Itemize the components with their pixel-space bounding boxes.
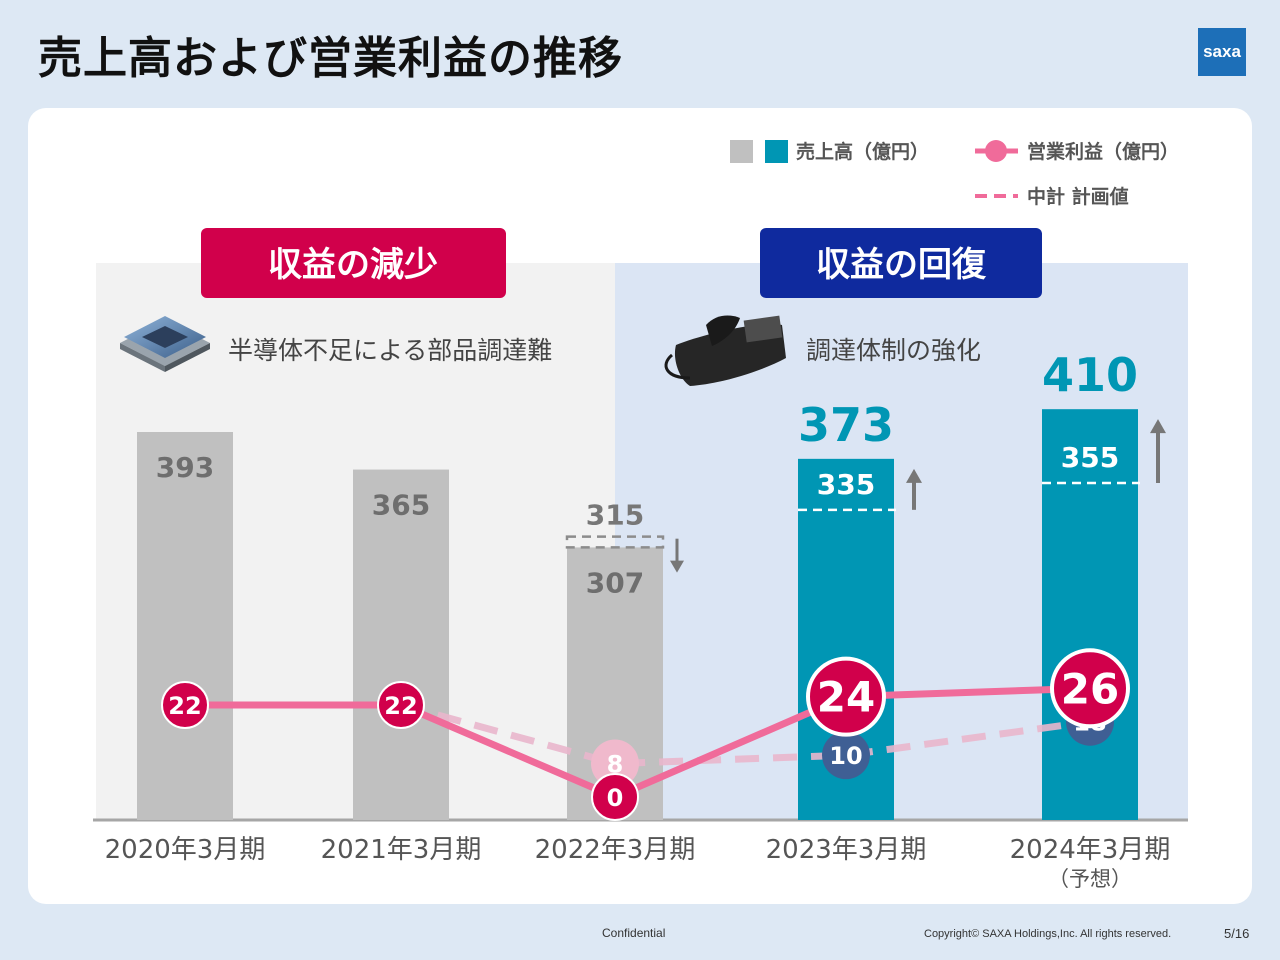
profit-marker bbox=[806, 656, 886, 737]
sales-value-label: 365 bbox=[372, 489, 430, 522]
profit-marker bbox=[1050, 648, 1130, 729]
plan-label: 315 bbox=[586, 499, 644, 532]
sales-value-label: 373 bbox=[798, 398, 894, 452]
profit-label: 22 bbox=[384, 692, 417, 720]
profit-plan-label: 10 bbox=[829, 742, 862, 770]
down-arrow-head bbox=[670, 560, 684, 573]
category-label: 2024年3月期 bbox=[1010, 835, 1171, 865]
decline-badge bbox=[201, 228, 506, 298]
recovery-label: 収益の回復 bbox=[816, 245, 987, 285]
chip-icon bbox=[120, 316, 210, 372]
sales-bar bbox=[1042, 409, 1138, 820]
sales-bar bbox=[137, 432, 233, 820]
category-label: 2020年3月期 bbox=[105, 835, 266, 865]
profit-marker bbox=[377, 681, 425, 729]
decline-label: 収益の減少 bbox=[268, 245, 438, 285]
category-label: 2023年3月期 bbox=[766, 835, 927, 865]
plan-box bbox=[565, 535, 665, 549]
saxa-logo: saxa bbox=[1198, 28, 1246, 76]
sales-value-label: 307 bbox=[586, 566, 644, 599]
profit-label: 22 bbox=[168, 692, 201, 720]
legend-sales-label: 売上高（億円） bbox=[796, 140, 929, 163]
plan-label: 355 bbox=[1061, 441, 1119, 474]
sales-value-label: 393 bbox=[156, 451, 214, 484]
decline-note: 半導体不足による部品調達難 bbox=[228, 336, 552, 365]
sales-bar bbox=[353, 469, 449, 820]
profit-plan-label: 8 bbox=[607, 751, 624, 779]
recovery-note: 調達体制の強化 bbox=[806, 336, 981, 365]
page-number: 5/16 bbox=[1224, 926, 1250, 941]
plan-label: 335 bbox=[817, 468, 875, 501]
category-label: 2021年3月期 bbox=[321, 835, 482, 865]
copyright-text: Copyright© SAXA Holdings,Inc. All rights… bbox=[924, 928, 1172, 940]
profit-label: 26 bbox=[1061, 664, 1119, 713]
profit-marker bbox=[591, 773, 639, 821]
phone-icon bbox=[664, 315, 786, 386]
profit-marker bbox=[161, 681, 209, 729]
legend-profit-label: 営業利益（億円） bbox=[1027, 140, 1179, 163]
category-label: 2022年3月期 bbox=[535, 835, 696, 865]
profit-plan-marker bbox=[591, 739, 639, 788]
profit-plan-line bbox=[400, 701, 1091, 768]
up-arrow-head bbox=[1150, 419, 1166, 434]
sales-value-label: 410 bbox=[1042, 348, 1138, 402]
page-title: 売上高および営業利益の推移 bbox=[38, 33, 623, 84]
profit-label: 24 bbox=[817, 673, 875, 722]
confidential-label: Confidential bbox=[602, 926, 666, 940]
recovery-badge bbox=[760, 228, 1042, 298]
legend-sales-teal-swatch bbox=[765, 140, 788, 163]
category-note: （予想） bbox=[1048, 867, 1132, 891]
legend-profit-marker bbox=[985, 140, 1007, 162]
legend-sales-gray-swatch bbox=[730, 140, 753, 163]
profit-plan-marker bbox=[822, 731, 870, 780]
profit-label: 0 bbox=[607, 784, 624, 812]
legend-plan-label: 中計 計画値 bbox=[1027, 185, 1129, 208]
up-arrow-head bbox=[906, 468, 922, 483]
